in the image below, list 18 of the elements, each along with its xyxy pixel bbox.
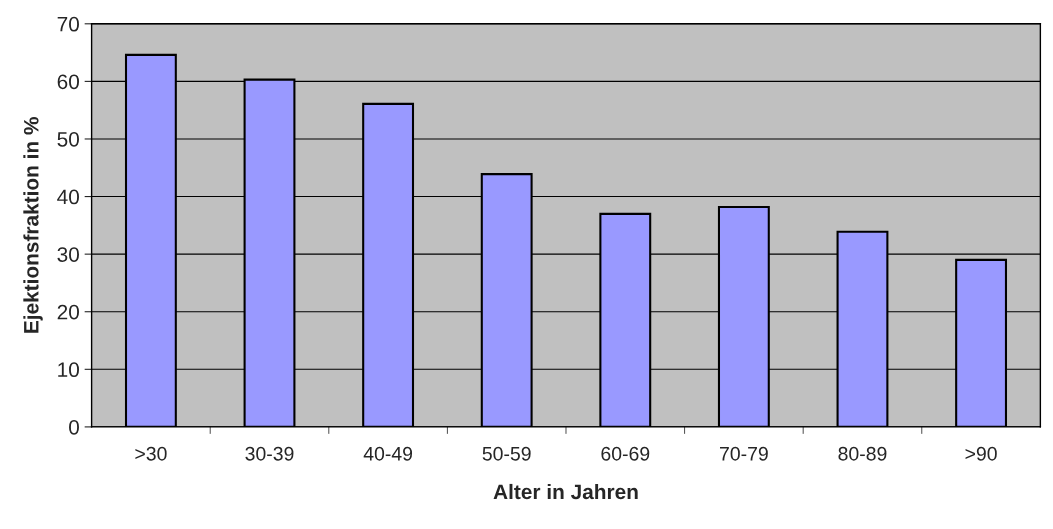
y-tick-label: 40 (57, 189, 79, 205)
x-tick-label: 60-69 (601, 446, 650, 461)
y-tick-label: 70 (57, 16, 79, 32)
x-tick-label: >30 (135, 446, 167, 461)
x-axis-title: Alter in Jahren (493, 483, 638, 500)
x-tick-label: 30-39 (245, 446, 294, 461)
y-tick-label: 10 (58, 362, 79, 378)
y-tick-label: 50 (57, 131, 79, 147)
x-tick-label: 70-79 (720, 446, 768, 461)
y-tick-label: 60 (57, 74, 79, 90)
y-tick-label: 30 (57, 247, 79, 262)
x-tick-label: 40-49 (363, 446, 413, 461)
x-tick-label: >90 (965, 446, 997, 461)
y-axis-title: Ejektionsfraktion in % (23, 117, 43, 333)
x-tick-label: 80-89 (838, 446, 887, 461)
x-tick-label: 50-59 (482, 446, 531, 461)
y-tick-label: 20 (57, 304, 79, 320)
y-tick-label: 0 (69, 419, 79, 435)
